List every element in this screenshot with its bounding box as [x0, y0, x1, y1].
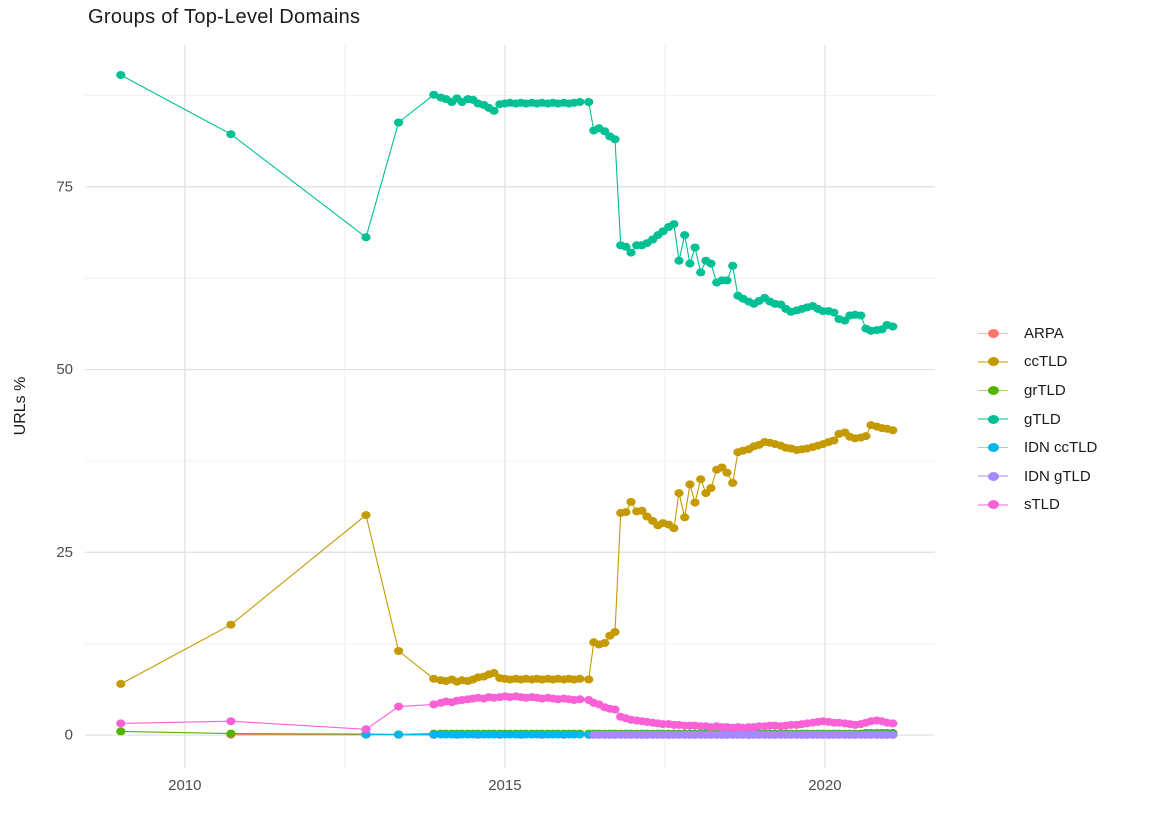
series-lines	[120, 74, 893, 736]
series-points-ccTLD	[116, 421, 898, 688]
series-line-gTLD	[120, 74, 893, 332]
IDN-ccTLD-legend-marker-icon	[978, 442, 1008, 454]
y-tick-label: 25	[56, 544, 73, 561]
gridlines	[85, 45, 935, 768]
chart-title: Groups of Top-Level Domains	[88, 6, 361, 28]
legend-label: sTLD	[1024, 496, 1060, 514]
y-axis-title: URLs %	[12, 376, 29, 436]
series-points-gTLD	[116, 71, 898, 335]
x-tick-label: 2010	[168, 777, 201, 794]
x-tick-label: 2015	[488, 777, 521, 794]
legend-label: grTLD	[1024, 381, 1066, 399]
y-tick-label: 75	[56, 178, 73, 195]
ARPA-legend-marker-icon	[978, 327, 1008, 339]
series-points-IDN-gTLD	[589, 730, 898, 739]
legend: ARPA ccTLD grTLD gTLD IDN ccTLD IDN gTLD sTLD	[978, 319, 1097, 519]
y-tick-label: 0	[65, 727, 73, 744]
ccTLD-legend-marker-icon	[978, 356, 1008, 368]
legend-label: gTLD	[1024, 410, 1061, 428]
legend-item-ARPA: ARPA	[978, 319, 1097, 348]
legend-label: ccTLD	[1024, 353, 1068, 371]
legend-item-sTLD: sTLD	[978, 491, 1097, 520]
legend-item-IDN-gTLD: IDN gTLD	[978, 462, 1097, 491]
series-points-sTLD	[116, 692, 898, 734]
IDN-gTLD-legend-marker-icon	[978, 470, 1008, 482]
legend-item-IDN-ccTLD: IDN ccTLD	[978, 433, 1097, 462]
legend-item-ccTLD: ccTLD	[978, 348, 1097, 377]
axis-tick-labels: 0 25 50 75 2010 2015 2020	[56, 178, 841, 794]
legend-label: IDN ccTLD	[1024, 439, 1098, 457]
y-tick-label: 50	[56, 361, 73, 378]
legend-label: ARPA	[1024, 324, 1064, 342]
series-line-ccTLD	[120, 424, 893, 685]
gTLD-legend-marker-icon	[978, 413, 1008, 425]
legend-item-gTLD: gTLD	[978, 405, 1097, 434]
series-points	[116, 71, 898, 739]
sTLD-legend-marker-icon	[978, 499, 1008, 511]
legend-label: IDN gTLD	[1024, 467, 1091, 485]
x-tick-label: 2020	[808, 777, 841, 794]
legend-item-grTLD: grTLD	[978, 376, 1097, 405]
grTLD-legend-marker-icon	[978, 384, 1008, 396]
